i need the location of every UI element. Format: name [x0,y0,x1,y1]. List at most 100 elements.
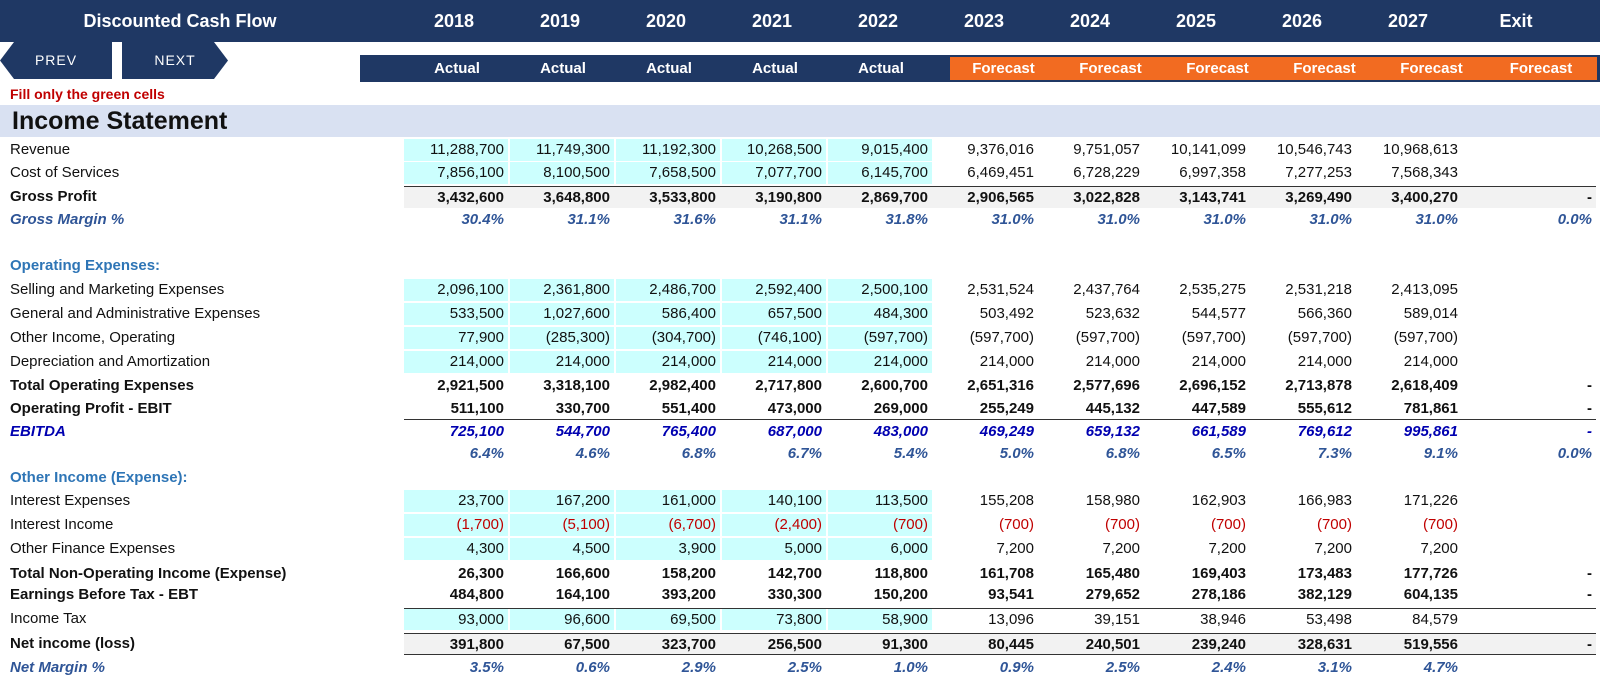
value-cell[interactable]: (597,700) [828,327,932,349]
row-int-inc: Interest Income (1,700) (5,100) (6,700) (2,4… [0,514,1600,536]
value-cell: 164,100 [555,586,610,603]
value-cell[interactable]: 9,015,400 [828,139,932,161]
value-cell[interactable]: 11,288,700 [404,139,508,161]
value-cell[interactable]: 8,100,500 [510,162,614,184]
value-cell[interactable]: 214,000 [616,351,720,373]
value-cell[interactable]: 11,192,300 [616,139,720,161]
value-cell: (700) [1104,516,1140,533]
value-cell[interactable]: 7,856,100 [404,162,508,184]
value-cell[interactable]: 4,500 [510,538,614,560]
value-cell[interactable]: 11,749,300 [510,139,614,161]
value-cell: 166,600 [555,565,610,582]
value-cell: - [1464,186,1596,208]
value-cell[interactable]: 93,000 [404,608,508,630]
value-cell[interactable]: 113,500 [828,490,932,512]
value-cell[interactable]: 5,000 [722,538,826,560]
value-cell[interactable]: 2,592,400 [722,279,826,301]
value-cell: 214,000 [1191,353,1246,370]
row-label: Total Operating Expenses [10,377,194,394]
value-cell[interactable]: 533,500 [404,303,508,325]
value-cell: 551,400 [616,398,720,420]
value-cell: 393,200 [661,586,716,603]
value-cell[interactable]: 10,268,500 [722,139,826,161]
value-cell[interactable]: (746,100) [722,327,826,349]
value-cell: 93,541 [988,586,1034,603]
value-cell: (700) [998,516,1034,533]
value-cell[interactable]: 2,486,700 [616,279,720,301]
row-selling: Selling and Marketing Expenses 2,096,100 2… [0,279,1600,301]
value-cell: - [1464,398,1596,420]
row-gross-profit: Gross Profit 3,432,600 3,648,800 3,533,800 3… [0,186,1600,208]
value-cell[interactable]: 1,027,600 [510,303,614,325]
value-cell[interactable]: 214,000 [510,351,614,373]
value-cell: 4.7% [1423,659,1458,676]
value-cell: 255,249 [934,398,1038,420]
value-cell[interactable]: (6,700) [616,514,720,536]
value-cell[interactable]: 167,200 [510,490,614,512]
row-label: Other Finance Expenses [10,540,176,557]
value-cell: 3,648,800 [510,186,614,208]
value-cell[interactable]: 6,000 [828,538,932,560]
value-cell[interactable]: 7,077,700 [722,162,826,184]
value-cell[interactable]: 69,500 [616,608,720,630]
value-cell[interactable]: 161,000 [616,490,720,512]
value-cell[interactable]: 140,100 [722,490,826,512]
value-cell [1464,608,1596,630]
value-cell: 382,129 [1297,586,1352,603]
value-cell[interactable]: (700) [828,514,932,536]
value-cell[interactable]: 214,000 [404,351,508,373]
value-cell: 0.0% [1557,211,1592,228]
value-cell: 2.4% [1211,659,1246,676]
value-cell: 239,240 [1146,633,1250,655]
value-cell[interactable]: 214,000 [722,351,826,373]
value-cell: 3,533,800 [616,186,720,208]
value-cell[interactable]: 73,800 [722,608,826,630]
value-cell[interactable]: (5,100) [510,514,614,536]
value-cell[interactable]: 77,900 [404,327,508,349]
value-cell[interactable]: (304,700) [616,327,720,349]
row-label: Net Margin % [10,659,106,676]
prev-button[interactable]: PREV [0,42,112,79]
type-label: Actual [646,60,692,77]
row-label: Gross Profit [10,188,97,205]
row-label: Depreciation and Amortization [10,353,211,370]
row-revenue: Revenue 11,288,700 11,749,300 11,192,300 10,… [0,139,1600,161]
next-button[interactable]: NEXT [122,42,228,79]
value-cell: 155,208 [979,492,1034,509]
value-cell[interactable]: (1,700) [404,514,508,536]
value-cell[interactable]: 23,700 [404,490,508,512]
value-cell: 2,869,700 [828,186,932,208]
row-label: Cost of Services [10,164,120,181]
value-cell[interactable]: 58,900 [828,608,932,630]
value-cell[interactable]: 2,096,100 [404,279,508,301]
value-cell: 3.1% [1317,659,1352,676]
value-cell[interactable]: 7,658,500 [616,162,720,184]
value-cell: 555,612 [1252,398,1356,420]
value-cell[interactable]: (2,400) [722,514,826,536]
row-label: Revenue [10,141,71,158]
value-cell: 7,200 [996,540,1034,557]
value-cell: - [1587,423,1592,440]
value-cell[interactable]: 2,500,100 [828,279,932,301]
value-cell: 2,713,878 [1285,377,1352,394]
row-ebitda: EBITDA 725,100 544,700 765,400 687,000 483,00… [0,421,1600,443]
value-cell: 661,589 [1191,423,1246,440]
value-cell[interactable]: 4,300 [404,538,508,560]
value-cell: 256,500 [722,633,826,655]
type-label: Actual [752,60,798,77]
value-cell[interactable]: 657,500 [722,303,826,325]
value-cell[interactable]: 586,400 [616,303,720,325]
value-cell: 9.1% [1423,445,1458,462]
value-cell[interactable]: 2,361,800 [510,279,614,301]
value-cell[interactable]: 3,900 [616,538,720,560]
value-cell: 278,186 [1191,586,1246,603]
value-cell[interactable]: (285,300) [510,327,614,349]
value-cell: 2,577,696 [1073,377,1140,394]
value-cell[interactable]: 484,300 [828,303,932,325]
value-cell: 0.0% [1557,445,1592,462]
value-cell[interactable]: 214,000 [828,351,932,373]
value-cell[interactable]: 96,600 [510,608,614,630]
value-cell[interactable]: 6,145,700 [828,162,932,184]
value-cell: (700) [1422,516,1458,533]
value-cell: 269,000 [828,398,932,420]
